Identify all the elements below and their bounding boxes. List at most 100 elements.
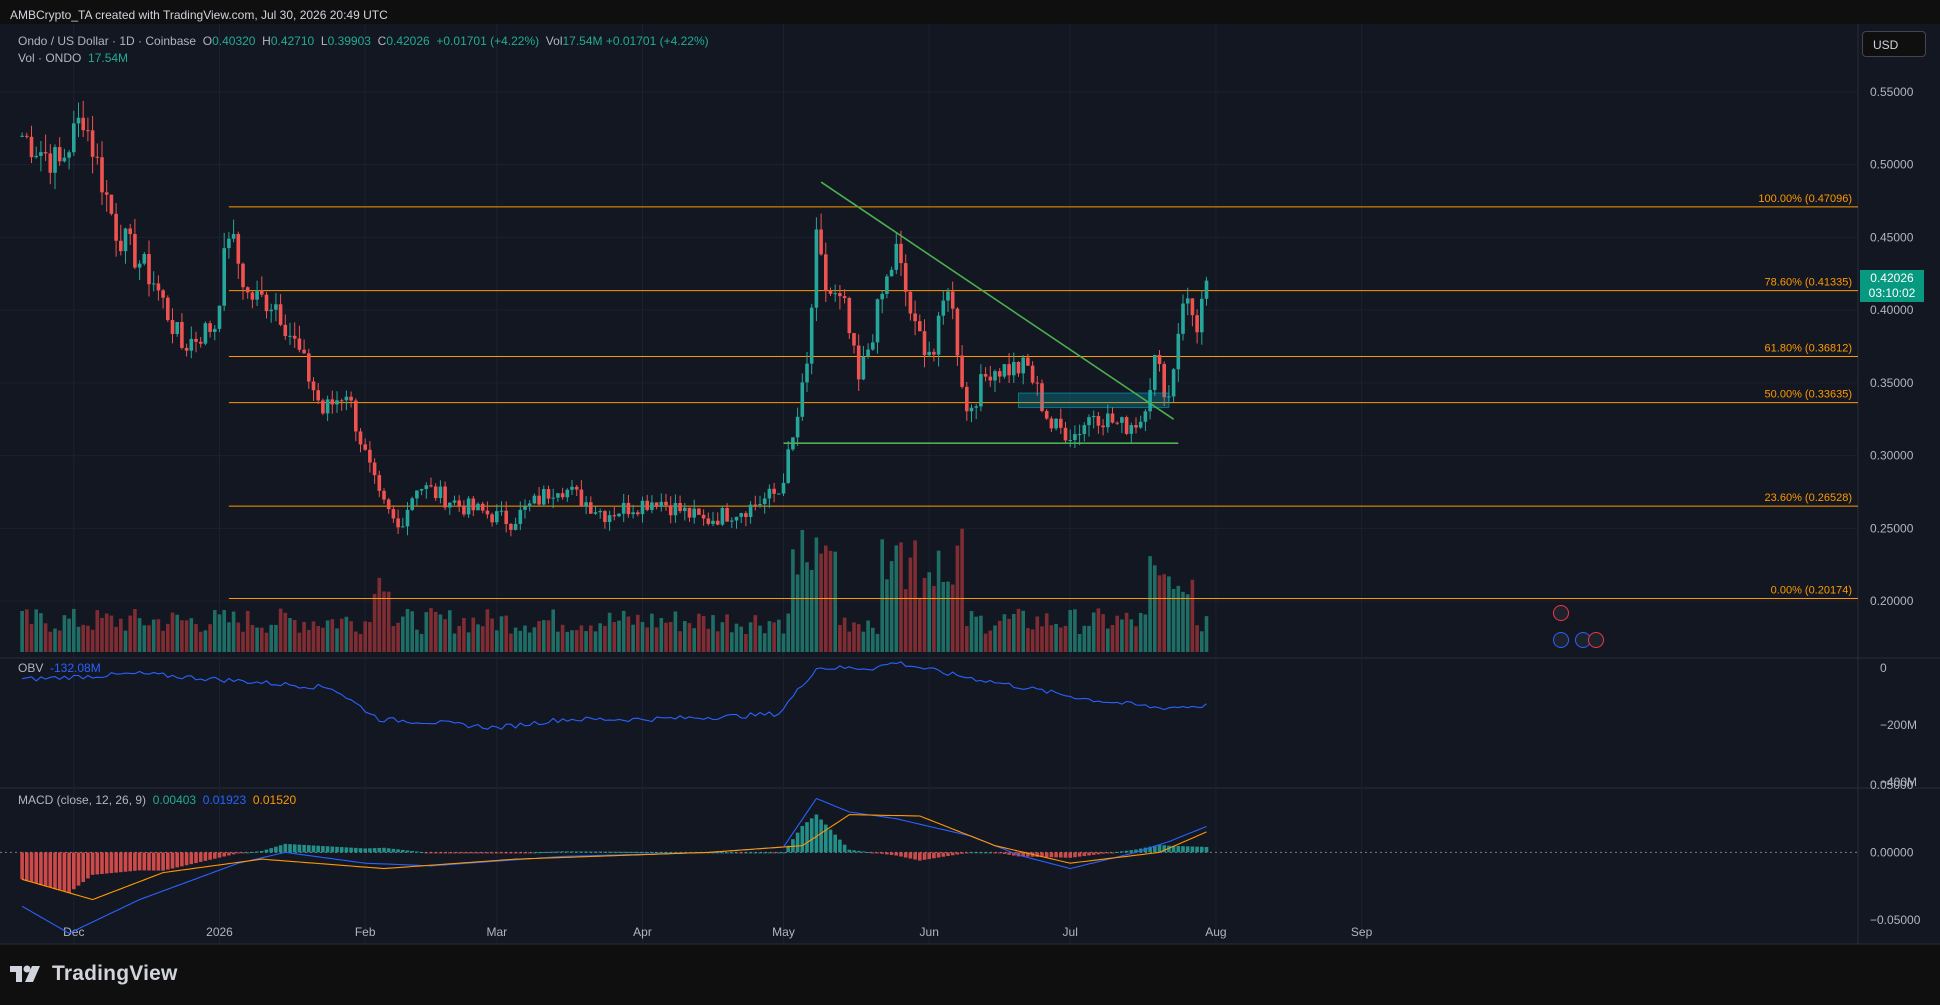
volume-bar bbox=[386, 591, 391, 652]
candle-body bbox=[128, 228, 132, 235]
macd-hist-bar bbox=[1096, 852, 1101, 855]
candle-body bbox=[866, 349, 870, 357]
event-icon[interactable] bbox=[1553, 605, 1569, 621]
volume-bar bbox=[198, 631, 203, 652]
candle-body bbox=[1035, 382, 1040, 384]
volume-bar bbox=[899, 542, 903, 652]
candle-body bbox=[1044, 411, 1049, 419]
volume-bar bbox=[151, 619, 156, 652]
candle-body bbox=[1204, 280, 1209, 299]
chart-background bbox=[0, 24, 1940, 944]
candle-body bbox=[950, 291, 955, 309]
volume-legend[interactable]: Vol · ONDO 17.54M bbox=[18, 51, 129, 65]
candle-body bbox=[372, 462, 377, 476]
volume-bar bbox=[104, 613, 109, 652]
macd-hist-bar bbox=[20, 852, 24, 880]
volume-bar bbox=[579, 625, 584, 652]
fib-level-label: 78.60% (0.41335) bbox=[1765, 277, 1852, 289]
fib-level-label: 50.00% (0.33635) bbox=[1765, 389, 1852, 401]
obv-tick-label: −400M bbox=[1880, 775, 1917, 789]
us-flag-icon[interactable] bbox=[1553, 632, 1569, 648]
macd-legend[interactable]: MACD (close, 12, 26, 9) 0.00403 0.01923 … bbox=[18, 793, 297, 807]
candle-body bbox=[640, 500, 645, 515]
candle-body bbox=[1157, 354, 1162, 365]
us-flag-icon-3[interactable] bbox=[1588, 632, 1604, 648]
volume-bar bbox=[852, 622, 856, 652]
macd-hist-bar bbox=[1153, 845, 1157, 853]
volume-bar bbox=[1190, 579, 1195, 652]
candle-body bbox=[861, 356, 866, 380]
time-tick-label: 2026 bbox=[206, 925, 233, 939]
candle-body bbox=[1110, 413, 1115, 423]
volume-bar bbox=[1167, 576, 1171, 652]
macd-hist-bar bbox=[1171, 845, 1176, 853]
candle-body bbox=[1063, 427, 1068, 441]
macd-hist-bar bbox=[603, 851, 607, 853]
macd-hist-bar bbox=[292, 844, 297, 853]
macd-hist-bar bbox=[433, 852, 438, 854]
macd-hist-bar bbox=[236, 852, 241, 854]
candle-body bbox=[842, 296, 847, 299]
macd-hist-bar bbox=[471, 852, 476, 854]
volume-bar bbox=[659, 618, 664, 652]
macd-hist-bar bbox=[283, 843, 288, 853]
volume-bar bbox=[678, 631, 682, 652]
volume-bar bbox=[715, 631, 720, 652]
candle-body bbox=[758, 504, 762, 506]
candle-body bbox=[147, 254, 151, 285]
volume-bar bbox=[161, 630, 165, 652]
price-tick-label: 0.20000 bbox=[1870, 594, 1914, 608]
macd-hist-bar bbox=[386, 848, 391, 853]
price-tick-label: 0.50000 bbox=[1870, 158, 1914, 172]
close-value: 0.42026 bbox=[386, 34, 430, 48]
macd-hist-bar bbox=[297, 844, 302, 853]
candle-body bbox=[692, 508, 696, 518]
volume-bar bbox=[640, 621, 645, 652]
volume-bar bbox=[335, 628, 339, 652]
macd-hist-bar bbox=[1200, 846, 1204, 853]
macd-hist-bar bbox=[170, 852, 175, 869]
volume-bar bbox=[452, 633, 457, 652]
macd-hist-bar bbox=[1115, 851, 1119, 853]
volume-bar bbox=[814, 537, 819, 652]
macd-hist-bar bbox=[955, 852, 960, 855]
fib-level-label: 61.80% (0.36812) bbox=[1765, 342, 1852, 354]
macd-hist-bar bbox=[979, 852, 983, 854]
macd-hist-bar bbox=[208, 852, 212, 860]
time-tick-label: Sep bbox=[1351, 925, 1373, 939]
price-tick-label: 0.35000 bbox=[1870, 376, 1914, 390]
volume-bar bbox=[542, 620, 546, 652]
macd-hist-bar bbox=[871, 852, 875, 854]
candle-body bbox=[715, 520, 720, 525]
candle-body bbox=[391, 509, 396, 519]
macd-hist-bar bbox=[1157, 844, 1162, 853]
volume-bar bbox=[222, 609, 226, 652]
tradingview-logo[interactable]: TradingView bbox=[10, 962, 178, 986]
volume-bar bbox=[1195, 625, 1199, 652]
currency-button[interactable]: USD bbox=[1862, 31, 1926, 57]
macd-hist-bar bbox=[288, 844, 292, 853]
candle-body bbox=[1185, 298, 1190, 304]
macd-histogram bbox=[20, 814, 1209, 893]
candle-body bbox=[166, 297, 170, 321]
volume-bar bbox=[866, 620, 870, 652]
candle-body bbox=[612, 515, 617, 517]
macd-hist-bar bbox=[715, 852, 720, 854]
volume-bar bbox=[405, 609, 410, 652]
volume-bar bbox=[1040, 626, 1044, 652]
obv-legend[interactable]: OBV -132.08M bbox=[18, 661, 101, 675]
volume-bar bbox=[95, 610, 100, 652]
macd-hist-bar bbox=[932, 852, 936, 859]
candle-body bbox=[593, 512, 598, 514]
candle-body bbox=[260, 290, 264, 295]
macd-hist-bar bbox=[711, 852, 715, 854]
candle-body bbox=[697, 508, 701, 515]
candle-body bbox=[683, 507, 687, 512]
candle-body bbox=[499, 510, 504, 512]
volume-bar bbox=[1143, 614, 1148, 652]
candle-body bbox=[438, 486, 443, 499]
candle-body bbox=[1176, 333, 1181, 370]
volume-bar bbox=[429, 608, 433, 652]
symbol-legend[interactable]: Ondo / US Dollar · 1D · Coinbase O0.4032… bbox=[18, 34, 709, 48]
